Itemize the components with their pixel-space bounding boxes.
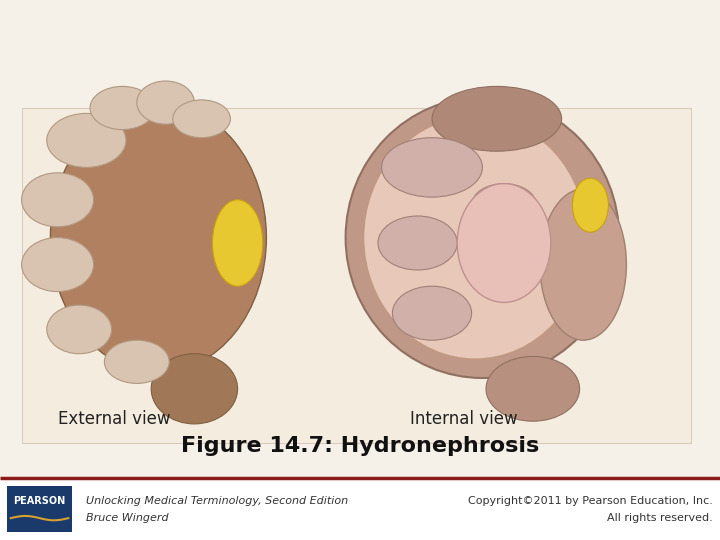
Ellipse shape [572, 178, 608, 232]
Ellipse shape [378, 216, 457, 270]
Ellipse shape [212, 200, 263, 286]
Ellipse shape [22, 238, 94, 292]
Text: All rights reserved.: All rights reserved. [607, 514, 713, 523]
Text: Bruce Wingerd: Bruce Wingerd [86, 514, 169, 523]
Text: External view: External view [58, 409, 170, 428]
Ellipse shape [90, 86, 155, 130]
Ellipse shape [540, 189, 626, 340]
Ellipse shape [47, 113, 126, 167]
Ellipse shape [173, 100, 230, 138]
Bar [7, 486, 72, 532]
Ellipse shape [50, 103, 266, 373]
Ellipse shape [382, 138, 482, 197]
Ellipse shape [432, 86, 562, 151]
Bar [0, 478, 720, 540]
Ellipse shape [392, 286, 472, 340]
Ellipse shape [47, 305, 112, 354]
Ellipse shape [472, 184, 536, 227]
Bar [22, 108, 691, 443]
Ellipse shape [104, 340, 169, 383]
Ellipse shape [22, 173, 94, 227]
Text: Internal view: Internal view [410, 409, 518, 428]
Ellipse shape [137, 81, 194, 124]
Ellipse shape [346, 97, 619, 378]
Ellipse shape [486, 356, 580, 421]
Text: Figure 14.7: Hydronephrosis: Figure 14.7: Hydronephrosis [181, 435, 539, 456]
Ellipse shape [364, 116, 587, 359]
Text: Unlocking Medical Terminology, Second Edition: Unlocking Medical Terminology, Second Ed… [86, 496, 348, 505]
Text: Copyright©2011 by Pearson Education, Inc.: Copyright©2011 by Pearson Education, Inc… [468, 496, 713, 505]
Ellipse shape [151, 354, 238, 424]
Ellipse shape [457, 184, 551, 302]
Text: PEARSON: PEARSON [14, 496, 66, 505]
